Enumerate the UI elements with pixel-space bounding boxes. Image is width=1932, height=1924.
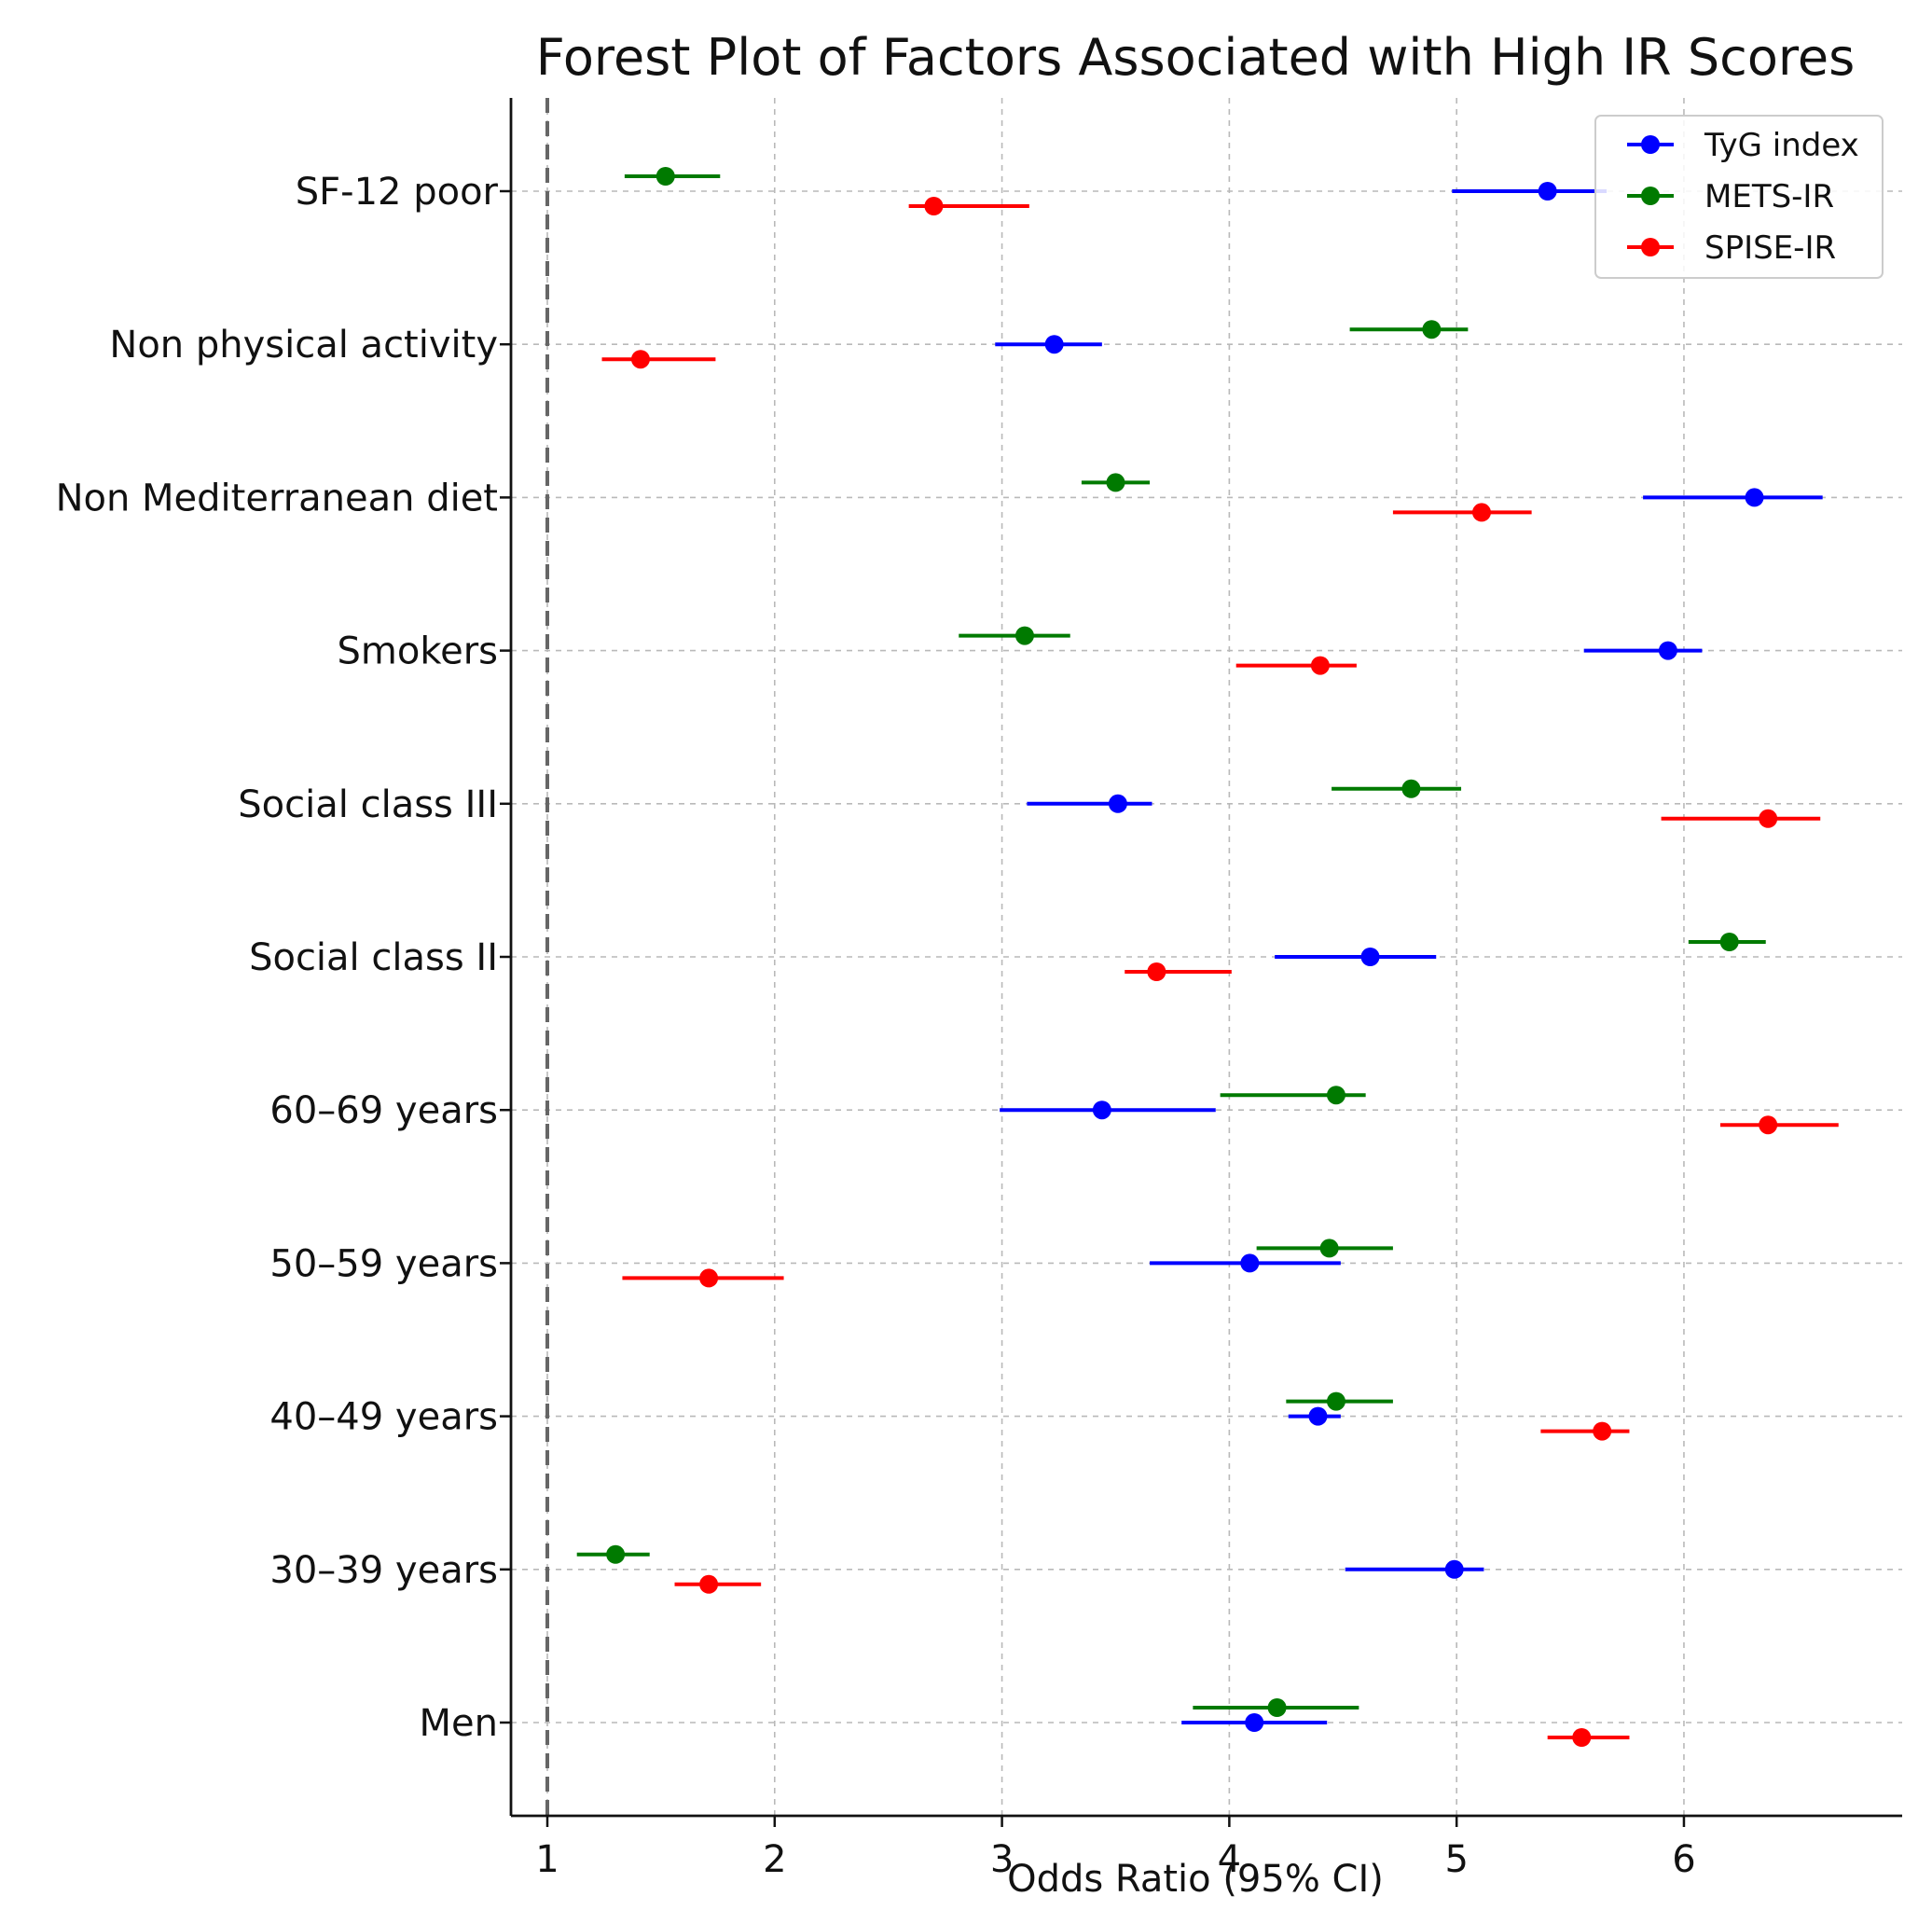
x-axis-title: Odds Ratio (95% CI) — [1007, 1858, 1384, 1901]
point-tyg-index-men[interactable] — [1245, 1713, 1264, 1732]
legend-item-tyg-index[interactable]: TyG index — [1627, 127, 1859, 164]
point-spise-ir-40-49-years[interactable] — [1593, 1421, 1612, 1441]
series-marks — [576, 167, 1839, 1747]
y-label-40-49-years: 40–49 years — [269, 1396, 498, 1439]
point-tyg-index-30-39-years[interactable] — [1444, 1559, 1464, 1579]
point-mets-ir-social-class-ii[interactable] — [1719, 933, 1739, 951]
point-tyg-index-smokers[interactable] — [1658, 641, 1677, 660]
point-mets-ir-non-mediterranean-diet[interactable] — [1106, 473, 1125, 492]
point-spise-ir-non-mediterranean-diet[interactable] — [1471, 503, 1491, 522]
point-tyg-index-non-mediterranean-diet[interactable] — [1745, 488, 1764, 507]
point-spise-ir-30-39-years[interactable] — [699, 1574, 719, 1594]
y-axis-labels: SF-12 poor Non physical activity Non Medit… — [56, 171, 499, 1745]
chart-title: Forest Plot of Factors Associated with H… — [536, 28, 1856, 87]
point-tyg-index-40-49-years[interactable] — [1308, 1406, 1328, 1426]
legend-marker — [1641, 238, 1660, 256]
x-tick-label: 6 — [1672, 1838, 1695, 1881]
x-tick-label: 1 — [535, 1838, 559, 1881]
y-label-50-59-years: 50–59 years — [269, 1242, 498, 1285]
legend-item-mets-ir[interactable]: METS-IR — [1627, 178, 1834, 215]
point-spise-ir-men[interactable] — [1572, 1728, 1592, 1747]
y-label-non-mediterranean-diet: Non Mediterranean diet — [56, 477, 498, 519]
point-tyg-index-50-59-years[interactable] — [1240, 1253, 1260, 1273]
point-mets-ir-30-39-years[interactable] — [606, 1544, 626, 1564]
point-mets-ir-50-59-years[interactable] — [1319, 1239, 1339, 1258]
y-label-men: Men — [420, 1702, 498, 1745]
point-tyg-index-social-class-ii[interactable] — [1360, 948, 1380, 966]
point-mets-ir-60-69-years[interactable] — [1326, 1086, 1346, 1105]
point-mets-ir-sf-12-poor[interactable] — [656, 167, 675, 186]
point-mets-ir-smokers[interactable] — [1014, 626, 1034, 645]
point-tyg-index-sf-12-poor[interactable] — [1538, 182, 1557, 201]
point-tyg-index-social-class-iii[interactable] — [1108, 794, 1127, 813]
series-tyg-index — [995, 182, 1823, 1732]
legend-marker — [1641, 135, 1660, 154]
point-spise-ir-60-69-years[interactable] — [1759, 1115, 1778, 1135]
point-mets-ir-40-49-years[interactable] — [1326, 1391, 1346, 1411]
x-axis-labels: 1 2 3 4 5 6 — [535, 1838, 1695, 1881]
y-label-social-class-iii: Social class III — [238, 783, 498, 826]
point-spise-ir-social-class-ii[interactable] — [1147, 962, 1166, 981]
y-label-sf-12-poor: SF-12 poor — [296, 171, 499, 214]
y-label-social-class-ii: Social class II — [249, 936, 498, 979]
legend-label: SPISE-IR — [1704, 229, 1836, 267]
y-label-smokers: Smokers — [338, 630, 498, 673]
point-spise-ir-smokers[interactable] — [1310, 656, 1330, 675]
point-spise-ir-non-physical-activity[interactable] — [630, 350, 650, 369]
legend[interactable]: TyG index METS-IR SPISE-IR — [1594, 115, 1884, 279]
point-mets-ir-social-class-iii[interactable] — [1401, 779, 1421, 798]
point-tyg-index-60-69-years[interactable] — [1092, 1100, 1111, 1120]
series-mets-ir — [576, 167, 1766, 1717]
point-spise-ir-social-class-iii[interactable] — [1759, 809, 1778, 828]
y-label-60-69-years: 60–69 years — [269, 1089, 498, 1132]
x-tick-label: 4 — [1218, 1838, 1241, 1881]
y-label-non-physical-activity: Non physical activity — [109, 324, 498, 367]
legend-item-spise-ir[interactable]: SPISE-IR — [1627, 229, 1836, 267]
x-tick-label: 2 — [763, 1838, 786, 1881]
legend-marker — [1641, 187, 1660, 205]
point-tyg-index-non-physical-activity[interactable] — [1044, 335, 1064, 354]
series-spise-ir — [601, 197, 1839, 1747]
grid-lines — [511, 98, 1902, 1816]
point-mets-ir-non-physical-activity[interactable] — [1422, 320, 1442, 339]
y-label-30-39-years: 30–39 years — [269, 1549, 498, 1592]
point-spise-ir-50-59-years[interactable] — [699, 1268, 719, 1288]
x-tick-label: 5 — [1444, 1838, 1468, 1881]
point-spise-ir-sf-12-poor[interactable] — [924, 197, 944, 215]
legend-box — [1594, 115, 1884, 279]
axes — [500, 98, 1902, 1827]
point-mets-ir-men[interactable] — [1267, 1698, 1287, 1717]
x-tick-label: 3 — [990, 1838, 1014, 1881]
legend-label: TyG index — [1704, 127, 1859, 164]
legend-label: METS-IR — [1704, 178, 1834, 215]
